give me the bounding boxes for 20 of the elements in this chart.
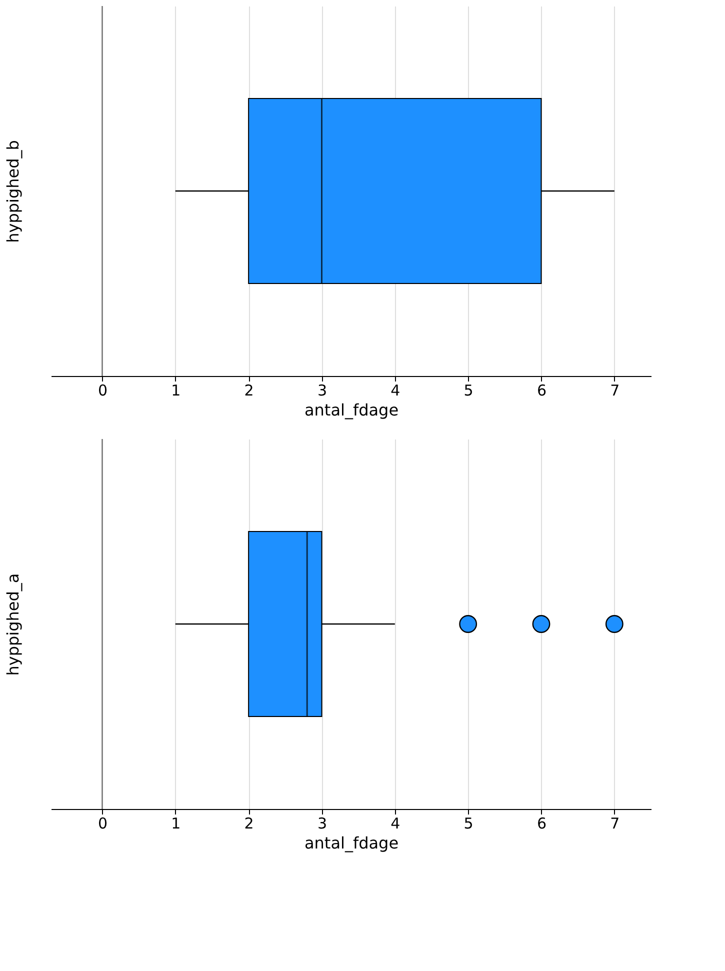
x-axis-title: antal_fdage [304,400,399,420]
x-tick-label: 1 [171,814,181,832]
x-tick-label: 7 [610,382,620,400]
x-tick-label: 6 [536,382,547,400]
x-axis-title: antal_fdage [304,834,399,852]
y-axis-title: hyppighed_a [4,573,22,676]
x-tick-label: 7 [610,814,620,832]
x-tick-label: 1 [171,382,181,400]
x-tick-label: 2 [244,382,254,400]
x-tick-label: 0 [98,382,108,400]
x-tick-label: 4 [390,382,400,400]
y-axis-title: hyppighed_b [4,140,22,243]
x-tick-label: 6 [536,814,547,832]
x-tick-label: 3 [317,382,328,400]
x-tick-label: 2 [244,814,254,832]
x-tick-label: 5 [464,814,474,832]
x-tick-label: 4 [390,814,400,832]
x-tick-label: 5 [464,382,474,400]
x-tick-label: 3 [317,814,328,832]
x-tick-label: 0 [98,814,108,832]
